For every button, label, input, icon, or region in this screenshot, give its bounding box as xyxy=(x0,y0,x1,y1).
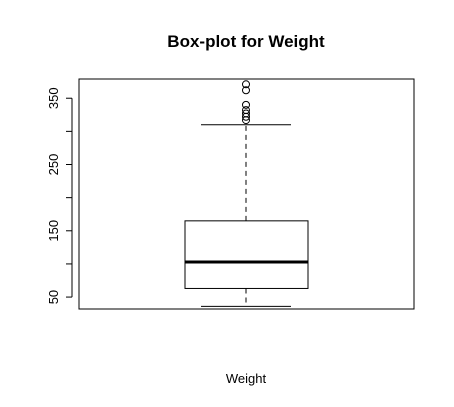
box-group xyxy=(185,125,308,307)
y-tick-label: 250 xyxy=(46,154,61,176)
y-tick-label: 50 xyxy=(46,290,61,304)
y-tick-label: 350 xyxy=(46,87,61,109)
y-axis-ticks: 50 150 250 350 xyxy=(46,87,72,304)
outlier-points xyxy=(243,81,250,124)
outlier-point xyxy=(243,101,250,108)
chart-title: Box-plot for Weight xyxy=(167,32,325,51)
iqr-box xyxy=(185,221,308,289)
x-axis-label: Weight xyxy=(226,371,267,386)
y-tick-label: 150 xyxy=(46,220,61,242)
